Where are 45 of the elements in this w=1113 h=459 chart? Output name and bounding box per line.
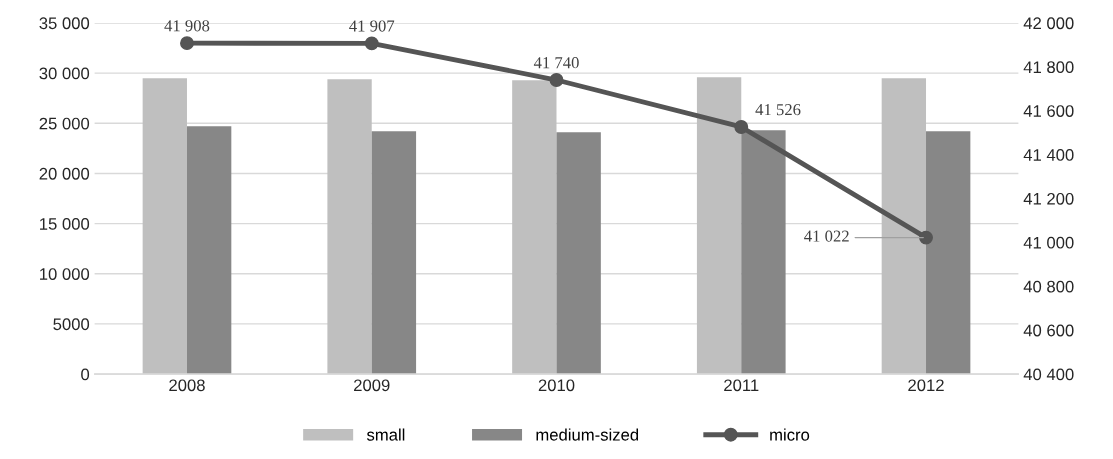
y2-tick-label: 40 800 (1023, 280, 1074, 293)
y-tick-label: 20 000 (39, 167, 90, 180)
data-label: 41 022 (804, 230, 849, 242)
bar (881, 78, 927, 375)
y2-tick-label: 41 600 (1023, 105, 1074, 117)
bar (142, 78, 187, 375)
bar (371, 131, 417, 375)
x-tick-label: 2011 (724, 379, 759, 392)
y2-tick-label: 41 200 (1023, 192, 1074, 205)
bar (327, 79, 372, 375)
data-label: 41 907 (349, 20, 395, 32)
bar (512, 80, 557, 375)
data-label: 41 908 (164, 20, 210, 32)
point (919, 230, 933, 245)
point (549, 73, 564, 87)
point (364, 36, 379, 51)
y-tick-label: 30 000 (39, 67, 90, 80)
y-tick-label: 0 (81, 368, 90, 381)
legend-label: micro (770, 428, 810, 441)
x-tick-label: 2009 (354, 379, 390, 392)
bar (556, 132, 601, 375)
y-tick-label: 35 000 (39, 17, 90, 30)
bar (696, 77, 742, 375)
data-label: 41 526 (755, 104, 801, 116)
y2-tick-label: 40 400 (1023, 368, 1074, 381)
point (734, 120, 749, 134)
legend-label: medium-sized (536, 428, 639, 441)
point (180, 36, 194, 51)
y-tick-label: 25 000 (39, 117, 90, 130)
x-tick-label: 2012 (908, 379, 944, 392)
y-tick-label: 5000 (53, 318, 90, 331)
y2-tick-label: 41 000 (1023, 236, 1074, 249)
x-tick-label: 2008 (169, 379, 205, 392)
y-tick-label: 15 000 (40, 218, 90, 230)
bar (186, 126, 232, 375)
y2-tick-label: 40 600 (1023, 324, 1074, 337)
y2-tick-label: 42 000 (1023, 17, 1074, 30)
bar (926, 131, 971, 375)
data-label: 41 740 (533, 57, 579, 69)
x-tick-label: 2010 (538, 379, 575, 392)
y2-tick-label: 41 400 (1023, 149, 1074, 161)
bar (741, 130, 786, 375)
y2-tick-label: 41 800 (1023, 61, 1074, 74)
legend-label: small (366, 428, 405, 441)
y-tick-label: 10 000 (40, 268, 90, 280)
